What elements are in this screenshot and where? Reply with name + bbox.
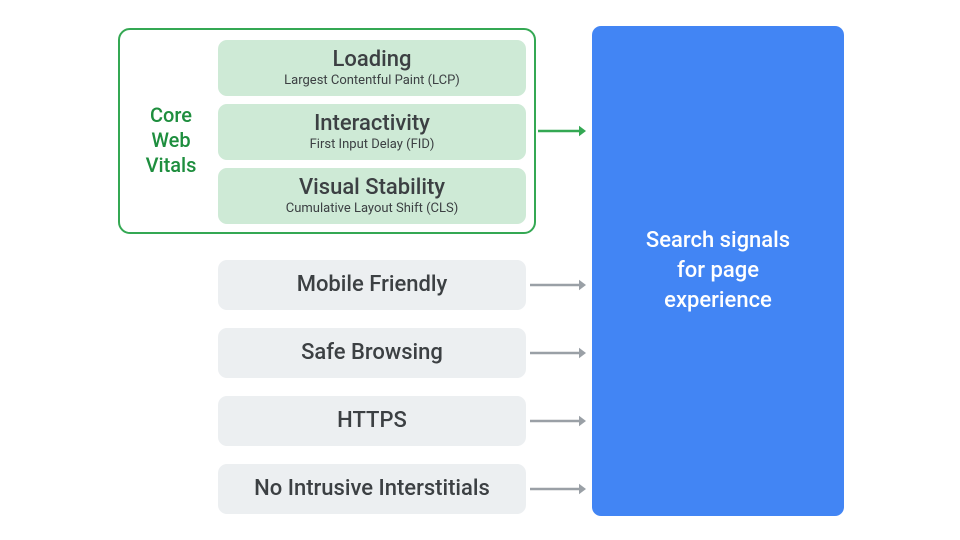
- metric-loading-sub: Largest Contentful Paint (LCP): [284, 74, 460, 89]
- search-signals-label: Search signals for page experience: [633, 226, 803, 315]
- metric-loading: Loading Largest Contentful Paint (LCP): [218, 40, 526, 96]
- signal-mobile-friendly: Mobile Friendly: [218, 260, 526, 310]
- signal-https: HTTPS: [218, 396, 526, 446]
- signal-no-intrusive-interstitials: No Intrusive Interstitials: [218, 464, 526, 514]
- signal-safe-browsing-label: Safe Browsing: [301, 340, 443, 365]
- metric-interactivity: Interactivity First Input Delay (FID): [218, 104, 526, 160]
- metric-visual-stability-sub: Cumulative Layout Shift (CLS): [286, 202, 458, 217]
- diagram-canvas: { "canvas": { "width": 960, "height": 54…: [0, 0, 960, 540]
- metric-visual-stability-title: Visual Stability: [299, 175, 445, 200]
- metric-interactivity-sub: First Input Delay (FID): [310, 138, 435, 153]
- search-signals-box: Search signals for page experience: [592, 26, 844, 516]
- signal-mobile-friendly-label: Mobile Friendly: [297, 272, 448, 297]
- metric-loading-title: Loading: [333, 47, 412, 72]
- signal-safe-browsing: Safe Browsing: [218, 328, 526, 378]
- core-web-vitals-label: CoreWebVitals: [134, 103, 208, 178]
- signal-no-intrusive-interstitials-label: No Intrusive Interstitials: [254, 476, 490, 501]
- signal-https-label: HTTPS: [337, 408, 407, 433]
- metric-visual-stability: Visual Stability Cumulative Layout Shift…: [218, 168, 526, 224]
- metric-interactivity-title: Interactivity: [314, 111, 430, 136]
